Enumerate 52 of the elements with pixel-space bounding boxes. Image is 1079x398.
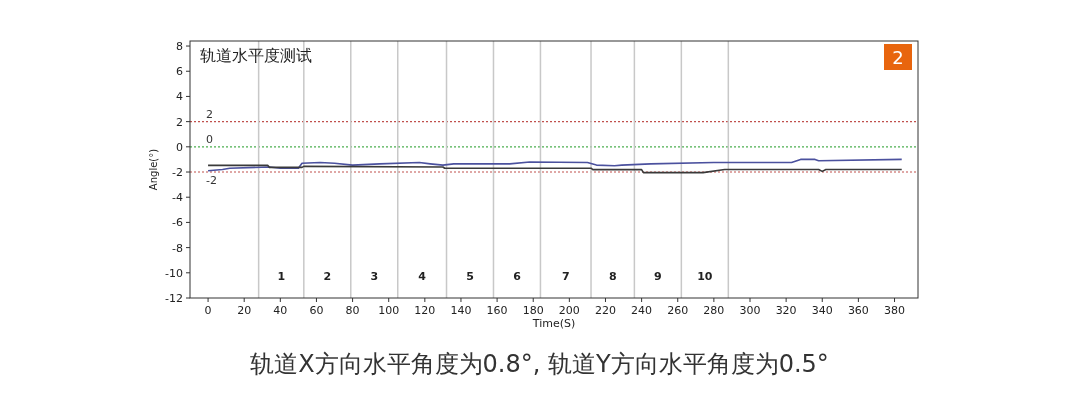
- x-axis-title: Time(S): [531, 317, 576, 330]
- x-tick-label: 240: [631, 304, 653, 317]
- x-tick-label: 0: [204, 304, 212, 317]
- x-tick-label: 320: [775, 304, 797, 317]
- y-tick-label: 6: [176, 65, 183, 79]
- x-tick-label: 40: [273, 304, 288, 317]
- y-tick-label: -12: [165, 292, 183, 305]
- x-tick-label: 20: [237, 304, 252, 317]
- y-tick-label: 8: [176, 40, 183, 54]
- annotation: 1: [277, 270, 286, 283]
- annotation: 4: [418, 270, 427, 283]
- y-tick-label: 0: [176, 140, 183, 154]
- annotation: 5: [466, 270, 474, 283]
- annotation: 8: [608, 270, 617, 283]
- annotation: 9: [654, 270, 662, 283]
- x-tick-label: 120: [414, 304, 436, 317]
- x-tick-label: 380: [884, 304, 906, 317]
- line-series: [207, 164, 903, 174]
- x-tick-label: 360: [847, 304, 869, 317]
- x-tick-label: 160: [486, 304, 508, 317]
- chart-title: 轨道水平度测试: [200, 46, 312, 65]
- x-tick-label: 60: [309, 304, 324, 317]
- annotation: 2: [892, 47, 904, 68]
- x-tick-label: 100: [378, 304, 400, 317]
- y-tick-label: -2: [172, 166, 183, 180]
- annotation: 2: [323, 270, 332, 283]
- x-tick-label: 140: [450, 304, 472, 317]
- x-tick-label: 260: [667, 304, 689, 317]
- y-axis-title: Angle(°): [148, 148, 159, 191]
- ref-line-label: 0: [206, 132, 213, 146]
- y-tick-label: -6: [172, 216, 183, 230]
- x-tick-label: 80: [345, 304, 360, 317]
- x-tick-label: 300: [739, 304, 761, 317]
- y-tick-label: -8: [172, 241, 183, 255]
- ref-line-label: 2: [206, 107, 213, 121]
- annotation: 10: [697, 270, 713, 283]
- x-tick-label: 340: [811, 304, 833, 317]
- x-tick-label: 200: [558, 304, 580, 317]
- x-tick-label: 220: [594, 304, 616, 317]
- annotation: 7: [561, 270, 570, 283]
- y-tick-label: 4: [176, 90, 183, 104]
- ref-line-label: -2: [206, 174, 217, 188]
- annotation: 3: [370, 270, 379, 283]
- x-tick-label: 280: [703, 304, 725, 317]
- text: 轨道X方向水平角度为0.8°, 轨道Y方向水平角度为0.5°: [250, 350, 829, 378]
- badge: 2: [884, 44, 912, 70]
- line-series: [207, 158, 903, 172]
- x-tick-label: 180: [522, 304, 544, 317]
- y-tick-label: -4: [172, 191, 183, 205]
- annotation: 6: [513, 270, 522, 283]
- y-tick-label: 2: [176, 115, 183, 129]
- y-tick-label: -10: [165, 266, 183, 280]
